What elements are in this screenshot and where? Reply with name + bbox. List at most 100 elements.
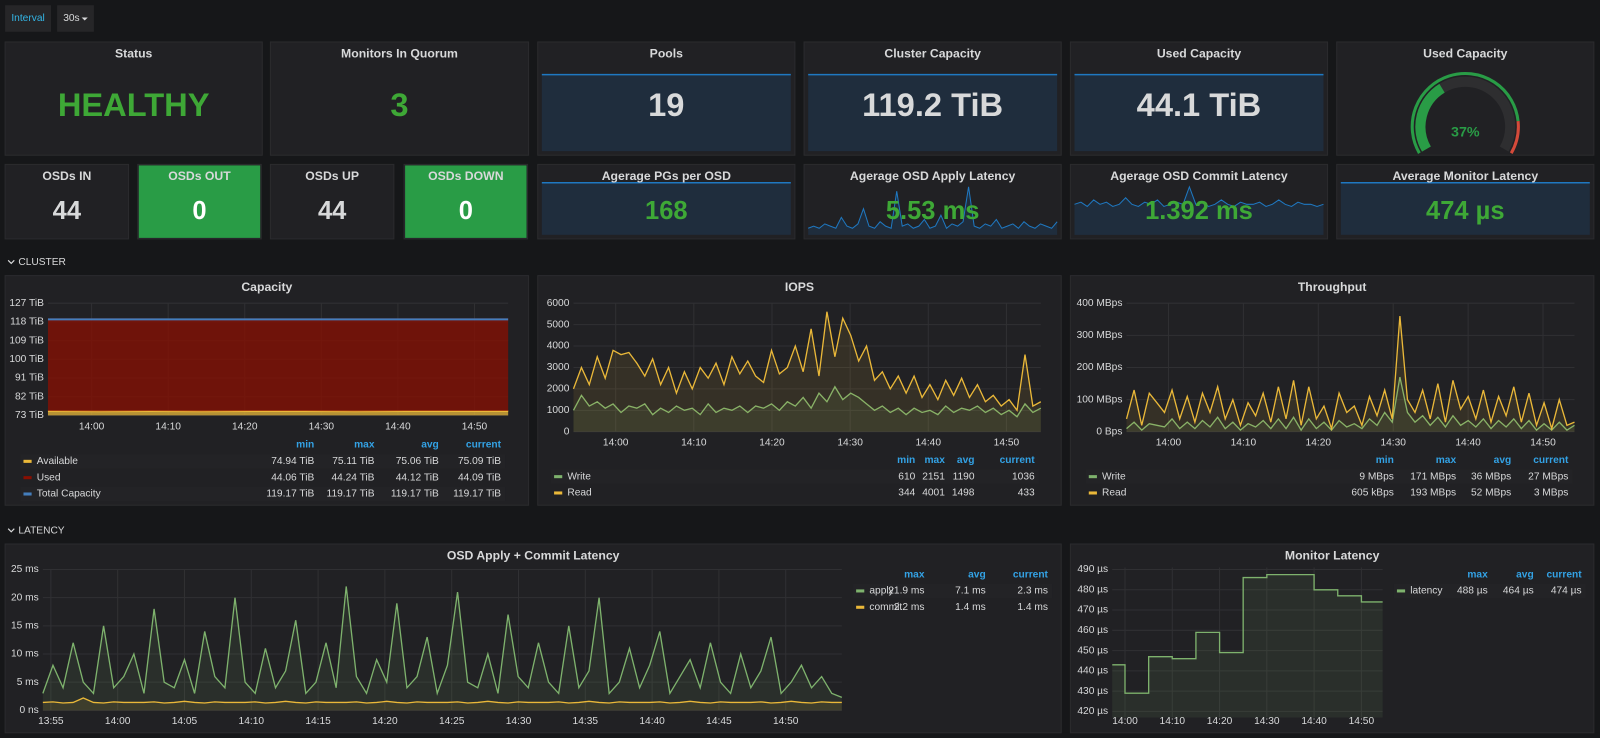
panel [4,163,130,240]
y-tick-label: 430 µs [1077,686,1108,697]
x-tick-label: 14:50 [773,716,799,727]
y-tick-label: 5000 [547,319,570,330]
legend-header: current [1533,455,1569,466]
legend-value: 488 µs [1457,586,1488,597]
y-tick-label: 460 µs [1077,625,1108,636]
x-tick-label: 14:30 [837,438,863,449]
legend-header: current [1013,569,1049,580]
stat-title: Average Monitor Latency [1392,169,1538,183]
stat-value: 119.2 TiB [862,86,1003,123]
y-tick-label: 15 ms [11,621,39,632]
panel [1336,41,1595,156]
x-tick-label: 14:10 [681,438,707,449]
x-tick-label: 14:20 [759,438,785,449]
x-tick-label: 14:30 [309,421,335,432]
x-tick-label: 14:45 [706,716,732,727]
legend-value: 21.9 ms [888,586,924,597]
legend-value: 44.24 TiB [331,472,374,483]
x-tick-label: 14:00 [1156,438,1182,449]
legend-row-bg [551,469,1039,484]
panel-bg [138,165,261,238]
legend-value: 9 MBps [1359,471,1394,482]
legend-value: 344 [898,488,915,499]
legend-value: 3 MBps [1534,488,1569,499]
legend-value: 7.1 ms [955,586,986,597]
legend-value: 1.4 ms [955,602,986,613]
legend-name: apply [869,586,894,597]
y-tick-label: 100 TiB [9,354,44,365]
legend-value: 2.3 ms [1017,586,1048,597]
y-tick-label: 480 µs [1077,584,1108,595]
sparkline-box [1340,182,1590,235]
graph-title: Monitor Latency [1285,548,1380,562]
series-line [1112,573,1383,694]
legend-header: current [1000,455,1036,466]
series-area [42,586,842,711]
y-tick-label: 400 MBps [1077,298,1123,309]
y-tick-label: 91 TiB [15,373,44,384]
row-chevron[interactable] [7,528,15,533]
legend-value: 433 [1018,488,1035,499]
legend-value: 1.4 ms [1017,602,1048,613]
x-tick-label: 14:30 [1254,716,1280,727]
sparkline-fill [1074,186,1324,235]
y-tick-label: 118 TiB [10,317,44,328]
series-line [42,586,843,698]
stat-title: Agerage OSD Commit Latency [1110,169,1288,183]
sparkline-box [1074,74,1324,152]
legend-value: 605 kBps [1351,488,1393,499]
stat-value: 3 [390,86,408,123]
x-tick-label: 14:00 [79,421,105,432]
sparkline-fill [808,186,1058,235]
stat-title: Status [115,46,153,60]
panel [269,163,395,240]
legend-name: Available [37,456,78,467]
legend-value: 52 MBps [1471,488,1511,499]
row-chevron[interactable] [7,259,15,265]
stat-value: HEALTHY [58,86,210,123]
x-tick-label: 14:40 [1455,438,1481,449]
y-tick-label: 470 µs [1077,605,1108,616]
stat-title: Used Capacity [1157,46,1242,60]
row-title[interactable]: CLUSTER [18,257,66,268]
legend-value: 75.09 TiB [458,456,501,467]
interval-value[interactable]: 30s [63,13,79,24]
series-line [1125,315,1575,432]
y-tick-label: 6000 [547,298,570,309]
legend-name: latency [1410,586,1443,597]
stat-title: Cluster Capacity [884,46,981,60]
legend-value: 119.17 TiB [391,489,439,500]
series-line [42,697,842,704]
legend-header: avg [957,455,975,466]
x-tick-label: 14:10 [1160,716,1186,727]
legend-value: 119.17 TiB [266,489,314,500]
sparkline-box [808,74,1058,152]
gauge-threshold [1509,120,1520,154]
interval-select[interactable] [57,5,94,32]
x-tick-label: 14:20 [232,421,258,432]
panel [269,41,530,156]
x-tick-label: 14:20 [1207,716,1233,727]
legend-row-bg [20,454,506,469]
x-tick-label: 14:50 [994,438,1020,449]
interval-label-box [5,5,52,32]
legend-value: 610 [898,471,915,482]
x-tick-label: 14:30 [506,716,532,727]
x-tick-label: 14:10 [1231,438,1257,449]
x-tick-label: 14:40 [385,421,411,432]
y-tick-label: 420 µs [1077,706,1108,717]
legend-value: 44.12 TiB [396,472,439,483]
legend-name: Write [567,471,591,482]
stat-title: OSDs UP [305,169,359,183]
x-tick-label: 14:05 [172,716,198,727]
legend-header: max [354,440,375,451]
y-tick-label: 100 MBps [1077,394,1123,405]
stat-title: Agerage OSD Apply Latency [850,169,1016,183]
legend-row-bg [1085,469,1573,484]
row-title[interactable]: LATENCY [18,525,64,536]
y-tick-label: 73 TiB [15,410,44,421]
stat-title: Monitors In Quorum [341,46,458,60]
x-tick-label: 14:00 [603,438,629,449]
y-tick-label: 300 MBps [1077,330,1123,341]
legend-value: 4001 [922,488,945,499]
